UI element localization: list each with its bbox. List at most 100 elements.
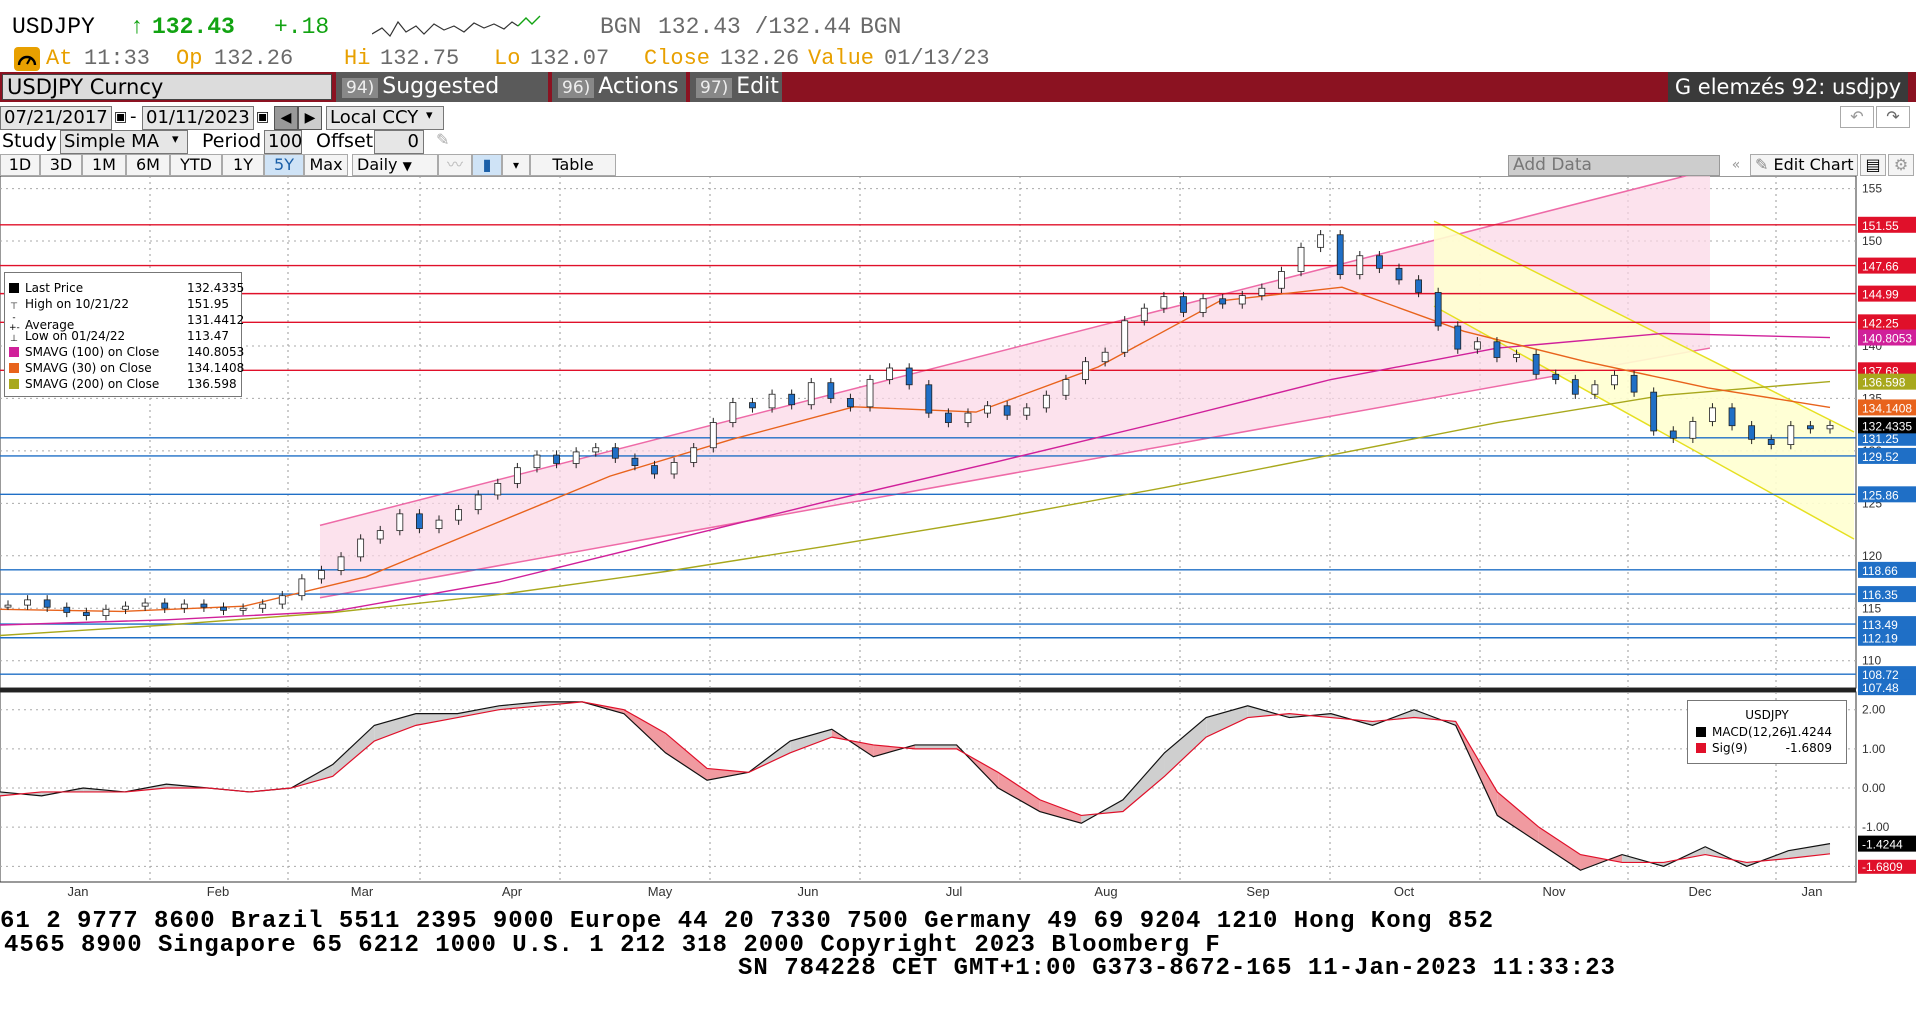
value-tag [1858, 329, 1916, 346]
value-tag-label: 136.598 [1862, 376, 1906, 390]
last-price: 132.43 [152, 14, 235, 40]
collapse-icon[interactable]: « [1731, 157, 1741, 173]
macd-fill [1122, 752, 1165, 812]
frequency-select[interactable]: Daily ▼ [352, 154, 438, 176]
candle-body [690, 447, 698, 463]
macd-value-tag [1858, 835, 1916, 852]
candle-body [416, 513, 423, 529]
candle-body [357, 538, 365, 558]
candle-body [709, 422, 717, 449]
title-bar: USDJPY Curncy 94)Suggested Charts 96)Act… [0, 72, 1916, 130]
candle-body [376, 530, 384, 540]
chart-type-dropdown[interactable]: ▾ [502, 154, 530, 176]
candle-body [1121, 320, 1129, 353]
table-button[interactable]: Table [530, 154, 616, 176]
candle-body [1454, 325, 1462, 350]
candle-body [1650, 391, 1658, 432]
candle-body [396, 513, 404, 532]
macd-fill [499, 701, 541, 710]
y-tick-label: 115 [1862, 601, 1881, 615]
study-select[interactable]: Simple MA [60, 130, 188, 154]
candle-body [259, 603, 267, 609]
legend-swatch: ⊤ [10, 302, 18, 312]
candle-body [1630, 374, 1638, 393]
candle-body [964, 412, 972, 423]
chart-settings-icon[interactable]: ▤ [1860, 154, 1886, 176]
period-button-5y[interactable]: 5Y [264, 154, 304, 176]
candle-body [141, 602, 149, 607]
candle-body [807, 382, 815, 406]
chevron-left-icon[interactable]: ◀ [274, 106, 298, 130]
pencil-icon[interactable]: ✎ [436, 130, 450, 149]
legend-row: SMAVG (100) on Close 140.8053 [9, 345, 244, 360]
level-tag-label: 113.49 [1862, 618, 1898, 632]
period-button-1d[interactable]: 1D [0, 154, 40, 176]
legend-swatch: -+- [9, 313, 20, 333]
footer-line-3: SN 784228 CET GMT+1:00 G373-8672-165 11-… [738, 955, 1616, 982]
macd-fill [374, 713, 416, 742]
offset-label: Offset [316, 130, 374, 152]
candle-body [278, 595, 286, 605]
period-button-3d[interactable]: 3D [40, 154, 82, 176]
footer-line-1: 61 2 9777 8600 Brazil 5511 2395 9000 Eur… [0, 908, 1495, 935]
candle-body [572, 451, 580, 464]
macd-tick-label: 2.00 [1862, 703, 1886, 717]
legend-value: 151.95 [187, 297, 229, 311]
currency-select[interactable]: Local CCY [326, 106, 444, 130]
macd-line [0, 701, 1831, 871]
level-tag-label: 112.19 [1862, 632, 1898, 646]
candle-body [1023, 407, 1031, 416]
legend-value: 136.598 [187, 377, 237, 391]
chevron-right-icon[interactable]: ▶ [298, 106, 322, 130]
offset-field[interactable]: 0 [374, 130, 424, 154]
value-tag-label: 134.1408 [1862, 401, 1912, 415]
period-button-ytd[interactable]: YTD [170, 154, 222, 176]
gauge-icon[interactable] [14, 47, 40, 71]
level-tag [1858, 216, 1916, 233]
value-tag-label: 140.8053 [1862, 332, 1912, 346]
redo-icon[interactable]: ↷ [1876, 106, 1910, 128]
gear-icon[interactable]: ⚙ [1888, 154, 1914, 176]
actions-menu[interactable]: 96) Actions ▾ [552, 72, 686, 128]
edit-chart-button[interactable]: ✎ Edit Chart [1750, 154, 1858, 176]
macd-fill [665, 733, 708, 781]
calendar-icon[interactable]: ▣ [114, 109, 128, 125]
channel-line [319, 176, 1689, 527]
chevron-down-icon[interactable]: ▾ [172, 132, 179, 147]
end-date-field[interactable]: 01/11/2023 [142, 106, 254, 130]
candle-body [1571, 379, 1579, 395]
candle-body [474, 494, 482, 511]
candle-body [102, 608, 110, 617]
suggested-charts-menu[interactable]: 94)Suggested Charts [336, 72, 548, 130]
signal-value-tag [1858, 859, 1916, 874]
calendar-icon[interactable]: ▣ [256, 109, 270, 125]
add-data-field[interactable]: Add Data [1508, 155, 1720, 176]
candle-body [631, 457, 639, 466]
period-button-1y[interactable]: 1Y [222, 154, 264, 176]
candle-body [4, 604, 12, 608]
price-chart[interactable]: 1101151201251301351401451501552.001.000.… [0, 176, 1916, 900]
candle-body [905, 367, 913, 386]
macd-legend-title: USDJPY [1745, 708, 1789, 722]
low-label: Lo [494, 46, 521, 71]
candle-chart-icon[interactable]: ▮ [472, 154, 502, 176]
security-field[interactable]: USDJPY Curncy [2, 74, 332, 100]
period-field[interactable]: 100 [264, 130, 302, 154]
date-separator: - [130, 106, 137, 127]
candle-body [984, 405, 991, 414]
period-button-1m[interactable]: 1M [82, 154, 126, 176]
legend-label: SMAVG (30) on Close [25, 361, 152, 375]
start-date-field[interactable]: 07/21/2017 [0, 106, 112, 130]
close-price: 132.26 [720, 46, 800, 71]
candle-body [337, 556, 345, 571]
chevron-down-icon[interactable]: ▾ [426, 108, 433, 123]
line-chart-icon[interactable]: 〰 [438, 154, 472, 176]
level-tag-label: 131.25 [1862, 432, 1899, 446]
period-button-max[interactable]: Max [304, 154, 348, 176]
candle-body [1219, 298, 1227, 305]
candle-body [749, 402, 756, 409]
period-button-6m[interactable]: 6M [126, 154, 170, 176]
edit-menu[interactable]: 97) Edit ▾ [690, 72, 782, 128]
legend-label: SMAVG (200) on Close [25, 377, 160, 391]
undo-icon[interactable]: ↶ [1840, 106, 1874, 128]
